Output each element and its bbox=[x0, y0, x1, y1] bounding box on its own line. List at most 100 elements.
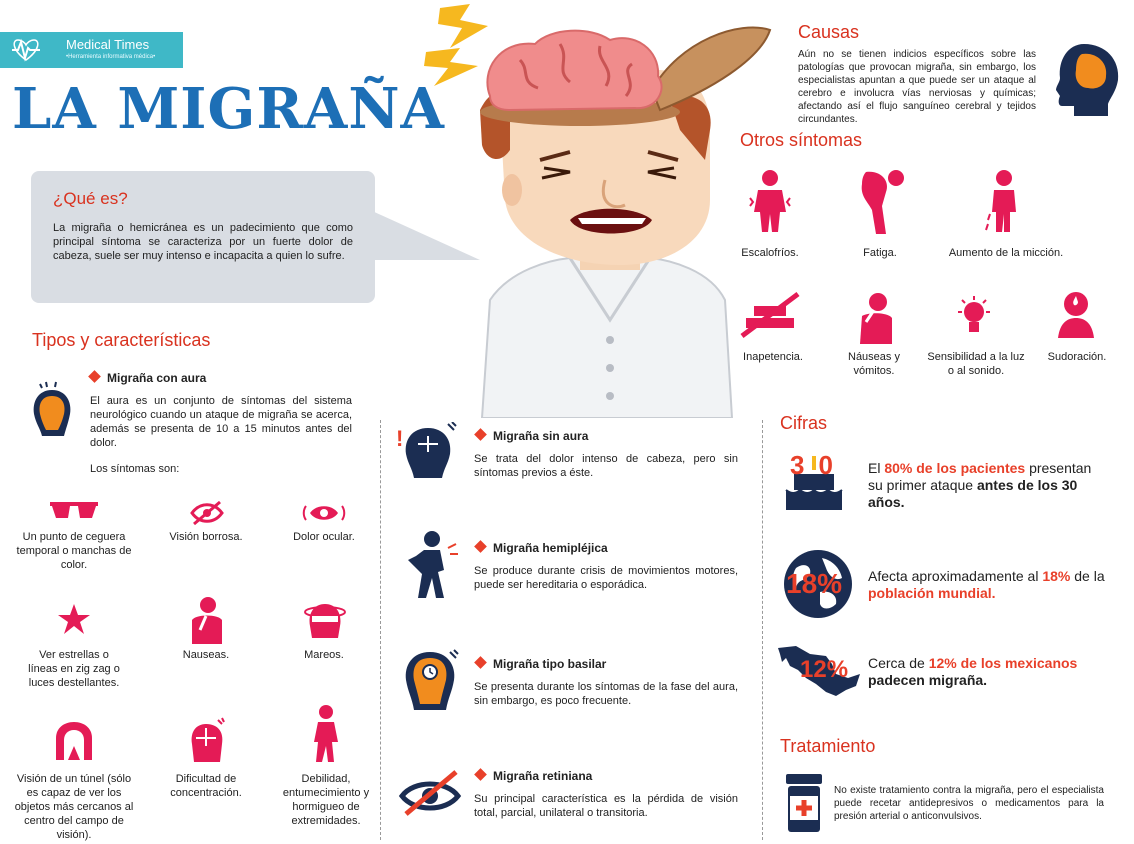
tipo-hemiplejica-title: Migraña hemipléjica bbox=[474, 540, 608, 555]
fatigue-icon bbox=[861, 170, 904, 234]
tipo-retiniana-text: Su principal característica es la pérdid… bbox=[474, 793, 738, 819]
cifra-12-pre: Cerca de bbox=[868, 655, 929, 671]
diamond-bullet-icon bbox=[88, 370, 101, 383]
brand-name: Medical Times bbox=[66, 37, 150, 52]
tipos-title: Tipos y características bbox=[32, 330, 211, 350]
que-es-box: ¿Qué es? La migraña o hemicránea es un p… bbox=[31, 171, 375, 303]
dizziness-icon bbox=[304, 604, 346, 638]
aura-title: Migraña con aura bbox=[88, 370, 207, 385]
tratamiento-text: No existe tratamiento contra la migraña,… bbox=[834, 785, 1104, 822]
aura-sintoma-concentracion: Dificultad de concentración. bbox=[170, 773, 242, 799]
cifra-30-bold: antes de los 30 años. bbox=[868, 477, 1078, 510]
cifras-title: Cifras bbox=[780, 413, 828, 433]
aura-sintoma-debilidad: Debilidad, entumecimiento y hormigueo de… bbox=[282, 773, 370, 827]
aura-sintoma-vision-borrosa: Visión borrosa. bbox=[169, 531, 243, 543]
que-es-text: La migraña o hemicránea es un padecimien… bbox=[53, 222, 353, 262]
tipo-basilar-label: Migraña tipo basilar bbox=[493, 657, 607, 671]
diamond-bullet-icon bbox=[474, 656, 487, 669]
lightning-icon bbox=[438, 4, 488, 48]
diamond-bullet-icon bbox=[474, 540, 487, 553]
sweating-icon bbox=[1058, 292, 1094, 338]
cifra-30-pre: El bbox=[868, 460, 885, 476]
no-eating-icon bbox=[740, 292, 800, 338]
sintoma-miccion: Aumento de la micción. bbox=[948, 247, 1064, 259]
head-no-aura-icon: ! bbox=[396, 422, 457, 478]
column-divider bbox=[762, 420, 763, 840]
cifra-12-badge: 12% bbox=[800, 656, 849, 683]
diamond-bullet-icon bbox=[474, 428, 487, 441]
weakness-person-icon bbox=[314, 705, 338, 762]
tipo-sin-aura-title: Migraña sin aura bbox=[474, 428, 589, 443]
cifra-30-highlight: 80% de los pacientes bbox=[884, 460, 1026, 476]
aura-head-icon bbox=[33, 381, 71, 436]
aura-sintoma-estrellas: Ver estrellas o líneas en zig zag o luce… bbox=[28, 649, 120, 689]
sintoma-fatiga: Fatiga. bbox=[863, 247, 897, 259]
birthday-cake-icon bbox=[785, 456, 843, 510]
globe-icon bbox=[784, 550, 852, 618]
sunglasses-icon bbox=[50, 502, 98, 518]
cifra-18-highlight-2: población mundial. bbox=[868, 585, 996, 601]
aura-title-label: Migraña con aura bbox=[107, 371, 207, 385]
aura-sintoma-mareos: Mareos. bbox=[304, 649, 344, 661]
tipo-sin-aura-text: Se trata del dolor intenso de cabeza, pe… bbox=[474, 453, 738, 479]
cifra-30-mid: presentan su primer ataque bbox=[868, 460, 1092, 493]
que-es-title: ¿Qué es? bbox=[53, 189, 128, 208]
cifra-30-text: El 80% de los pacientes presentan su pri… bbox=[868, 460, 1108, 511]
chills-icon bbox=[749, 170, 791, 232]
tipo-sin-aura-label: Migraña sin aura bbox=[493, 429, 589, 443]
cifra-18-mid: de la bbox=[1070, 568, 1105, 584]
tipo-basilar-text: Se presenta durante los síntomas de la f… bbox=[474, 681, 738, 707]
cifra-18-highlight: 18% bbox=[1042, 568, 1071, 584]
cifra-18-text: Afecta aproximadamente al 18% de la pobl… bbox=[868, 568, 1108, 602]
causas-text: Aún no se tienen indicios específicos so… bbox=[798, 49, 1036, 125]
medicine-bottle-icon bbox=[786, 774, 822, 832]
eye-pain-icon bbox=[302, 505, 346, 521]
cifra-18-badge: 18% bbox=[786, 568, 843, 599]
mexico-map-icon bbox=[778, 646, 860, 696]
cifra-30-badge: 30 bbox=[790, 450, 847, 480]
sintoma-sudoracion: Sudoración. bbox=[1047, 351, 1107, 363]
sintoma-nauseas-vomitos: Náuseas y vómitos. bbox=[848, 351, 900, 377]
tipo-hemiplejica-text: Se produce durante crisis de movimientos… bbox=[474, 565, 738, 591]
svg-text:!: ! bbox=[396, 426, 403, 451]
diamond-bullet-icon bbox=[474, 768, 487, 781]
cifra-12-text: Cerca de 12% de los mexicanos padecen mig… bbox=[868, 655, 1108, 689]
aura-sintoma-dolor-ocular: Dolor ocular. bbox=[293, 531, 355, 543]
sintoma-sensibilidad: Sensibilidad a la luz o al sonido. bbox=[927, 351, 1025, 377]
sintoma-escalofrios: Escalofríos. bbox=[741, 247, 799, 259]
star-icon bbox=[58, 604, 90, 634]
retinal-eye-icon bbox=[398, 770, 462, 816]
head-brain-icon bbox=[1056, 44, 1119, 116]
light-bulb-icon bbox=[958, 296, 990, 332]
column-divider bbox=[380, 420, 381, 840]
speech-tail bbox=[370, 210, 480, 260]
aura-text: El aura es un conjunto de síntomas del s… bbox=[90, 395, 352, 449]
aura-sintoma-tunel: Visión de un túnel (sólo es capaz de ver… bbox=[14, 773, 134, 841]
brand-tagline: •Herramienta informativa médica• bbox=[66, 54, 156, 60]
blurred-vision-icon bbox=[190, 500, 224, 526]
aura-sintoma-nauseas: Nauseas. bbox=[182, 649, 230, 661]
nausea-icon bbox=[860, 293, 892, 344]
tipo-hemiplejica-label: Migraña hemipléjica bbox=[493, 541, 608, 555]
aura-sintoma-ceguera: Un punto de ceguera temporal o manchas d… bbox=[16, 531, 132, 571]
page-title: LA MIGRAÑA bbox=[12, 76, 445, 142]
brand-bar: Medical Times •Herramienta informativa m… bbox=[0, 32, 183, 68]
cifra-18-pre: Afecta aproximadamente al bbox=[868, 568, 1043, 584]
cifra-12-bold: padecen migraña. bbox=[868, 672, 988, 688]
basilar-head-icon bbox=[405, 649, 459, 710]
lightning-icon bbox=[424, 48, 478, 86]
hemiplegic-person-icon bbox=[408, 531, 458, 598]
cifra-12-highlight: 12% de los mexicanos bbox=[928, 655, 1078, 671]
tipo-basilar-title: Migraña tipo basilar bbox=[474, 656, 607, 671]
sintomas-label: Los síntomas son: bbox=[90, 463, 180, 475]
sintoma-inapetencia: Inapetencia. bbox=[743, 351, 803, 363]
tipo-retiniana-title: Migraña retiniana bbox=[474, 768, 593, 783]
brand-logo-icon bbox=[12, 38, 40, 62]
tunnel-vision-icon bbox=[56, 722, 92, 760]
concentration-head-icon bbox=[191, 717, 225, 762]
tipo-retiniana-label: Migraña retiniana bbox=[493, 769, 593, 783]
urination-icon bbox=[985, 170, 1016, 232]
nausea-person-icon bbox=[192, 597, 222, 644]
otros-sintomas-title: Otros síntomas bbox=[740, 130, 863, 150]
tratamiento-title: Tratamiento bbox=[780, 736, 876, 756]
